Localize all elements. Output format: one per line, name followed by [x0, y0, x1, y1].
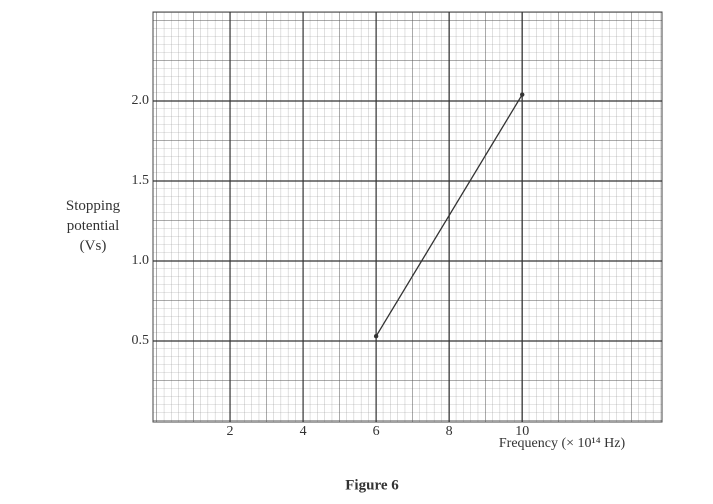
graph-paper-major: [152, 11, 663, 423]
y-tick-label: 0.5: [132, 333, 150, 348]
y-tick-label: 1.0: [132, 253, 150, 268]
x-tick-label: 8: [446, 424, 453, 439]
data-point: [373, 334, 379, 339]
data-point: [520, 92, 525, 97]
x-axis-label: Frequency (× 10¹⁴ Hz): [499, 436, 626, 451]
y-tick-label: 2.0: [132, 93, 150, 108]
x-tick-label: 6: [373, 424, 380, 439]
x-tick-label: 4: [300, 424, 307, 439]
y-axis-label: Stopping potential (Vs): [65, 198, 121, 254]
x-tick-label: 2: [227, 424, 234, 439]
data-line: [375, 94, 523, 337]
x-tick-label: 10: [515, 424, 529, 439]
y-tick-label: 1.5: [132, 173, 150, 188]
caption: Figure 6: [345, 477, 399, 493]
